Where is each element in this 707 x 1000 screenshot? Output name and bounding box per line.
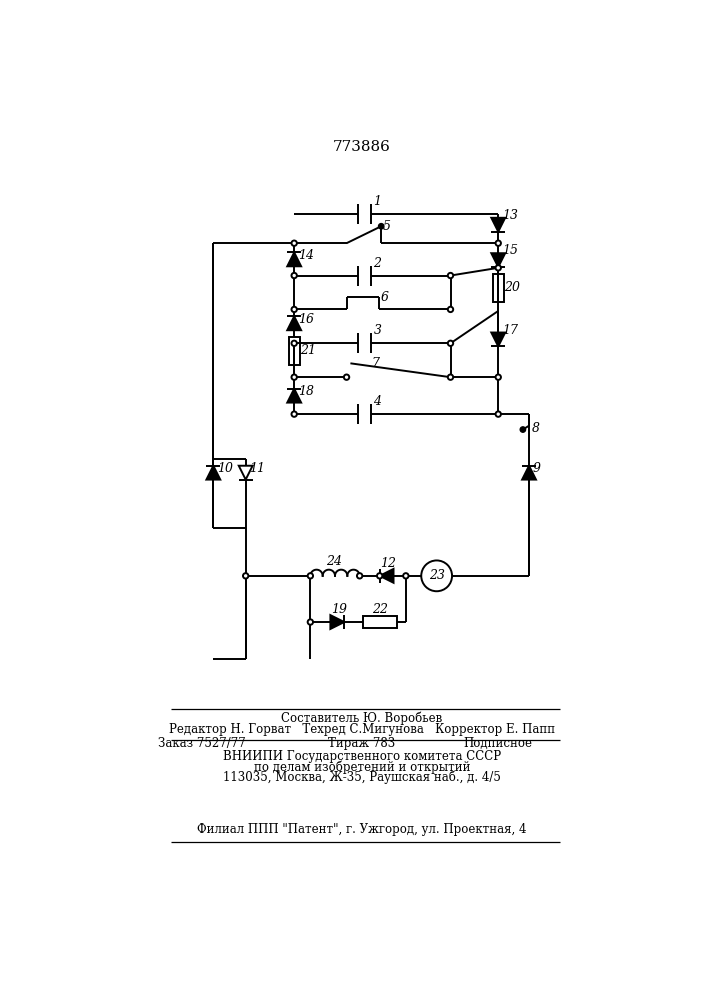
Circle shape bbox=[496, 374, 501, 380]
Circle shape bbox=[496, 411, 501, 417]
Circle shape bbox=[448, 374, 453, 380]
Text: 4: 4 bbox=[373, 395, 382, 408]
Circle shape bbox=[308, 573, 313, 579]
Text: 19: 19 bbox=[331, 603, 347, 616]
Circle shape bbox=[291, 307, 297, 312]
Polygon shape bbox=[491, 253, 506, 267]
Text: Заказ 7527/77: Заказ 7527/77 bbox=[158, 737, 245, 750]
Circle shape bbox=[377, 573, 382, 579]
Text: 23: 23 bbox=[428, 569, 445, 582]
Text: 8: 8 bbox=[532, 422, 540, 434]
Text: 773886: 773886 bbox=[333, 140, 391, 154]
Polygon shape bbox=[287, 252, 301, 266]
Bar bbox=[288, 337, 300, 365]
Circle shape bbox=[291, 374, 297, 380]
Text: 15: 15 bbox=[502, 244, 518, 257]
Text: 20: 20 bbox=[504, 281, 520, 294]
Polygon shape bbox=[330, 615, 344, 629]
Bar bbox=[363, 616, 397, 628]
Text: 9: 9 bbox=[533, 462, 541, 475]
Circle shape bbox=[403, 573, 409, 579]
Circle shape bbox=[243, 573, 248, 579]
Circle shape bbox=[448, 341, 453, 346]
Circle shape bbox=[291, 411, 297, 417]
Text: 24: 24 bbox=[326, 555, 341, 568]
Circle shape bbox=[291, 241, 297, 246]
Text: Тираж 783: Тираж 783 bbox=[328, 737, 396, 750]
Text: 113035, Москва, Ж-35, Раушская наб., д. 4/5: 113035, Москва, Ж-35, Раушская наб., д. … bbox=[223, 771, 501, 784]
Polygon shape bbox=[380, 569, 394, 583]
Circle shape bbox=[448, 307, 453, 312]
Text: 14: 14 bbox=[298, 249, 314, 262]
Text: 16: 16 bbox=[298, 313, 314, 326]
Circle shape bbox=[520, 427, 525, 432]
Text: 21: 21 bbox=[300, 344, 316, 358]
Text: 6: 6 bbox=[380, 291, 388, 304]
Text: 22: 22 bbox=[372, 603, 388, 616]
Text: 17: 17 bbox=[502, 324, 518, 337]
Text: 13: 13 bbox=[502, 209, 518, 222]
Polygon shape bbox=[287, 389, 301, 403]
Polygon shape bbox=[206, 466, 221, 480]
Polygon shape bbox=[522, 466, 536, 480]
Circle shape bbox=[308, 619, 313, 625]
Text: Редактор Н. Горват   Техред С.Мигунова   Корректор Е. Папп: Редактор Н. Горват Техред С.Мигунова Кор… bbox=[169, 723, 555, 736]
Circle shape bbox=[448, 273, 453, 278]
Circle shape bbox=[496, 265, 501, 271]
Circle shape bbox=[344, 374, 349, 380]
Bar bbox=[493, 274, 503, 302]
Text: 12: 12 bbox=[380, 557, 397, 570]
Circle shape bbox=[291, 341, 297, 346]
Text: ВНИИПИ Государственного комитета СССР: ВНИИПИ Государственного комитета СССР bbox=[223, 750, 501, 763]
Circle shape bbox=[378, 224, 384, 229]
Text: 11: 11 bbox=[250, 462, 266, 475]
Text: 5: 5 bbox=[382, 220, 391, 233]
Circle shape bbox=[291, 273, 297, 278]
Text: Подписное: Подписное bbox=[464, 737, 533, 750]
Polygon shape bbox=[491, 218, 506, 232]
Text: Составитель Ю. Воробьев: Составитель Ю. Воробьев bbox=[281, 712, 443, 725]
Text: 1: 1 bbox=[373, 195, 382, 208]
Text: 2: 2 bbox=[373, 257, 382, 270]
Polygon shape bbox=[287, 316, 301, 330]
Polygon shape bbox=[491, 333, 506, 346]
Text: 3: 3 bbox=[373, 324, 382, 337]
Text: 10: 10 bbox=[217, 462, 233, 475]
Text: 7: 7 bbox=[371, 357, 379, 370]
Text: 18: 18 bbox=[298, 385, 314, 398]
Circle shape bbox=[496, 241, 501, 246]
Circle shape bbox=[357, 573, 362, 579]
Text: Филиал ППП "Патент", г. Ужгород, ул. Проектная, 4: Филиал ППП "Патент", г. Ужгород, ул. Про… bbox=[197, 823, 527, 836]
Text: по делам изобретений и открытий: по делам изобретений и открытий bbox=[254, 760, 470, 774]
